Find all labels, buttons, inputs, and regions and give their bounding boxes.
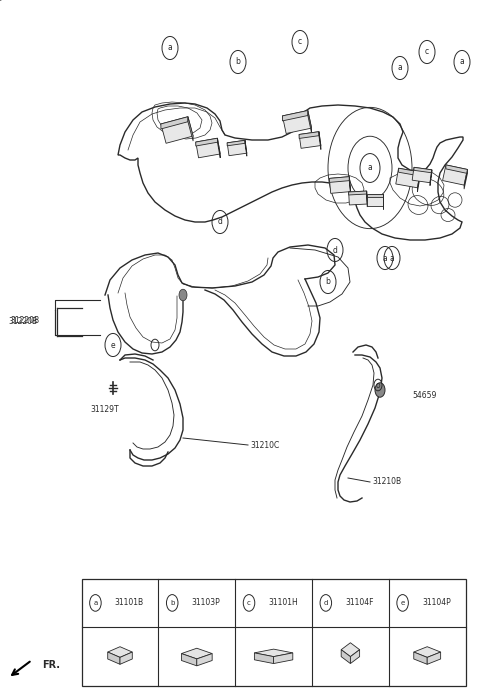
Polygon shape [120,652,132,665]
Polygon shape [196,138,220,158]
Text: c: c [298,37,302,46]
Text: b: b [170,600,174,606]
Text: 31104P: 31104P [422,599,451,607]
Text: 31103P: 31103P [192,599,220,607]
Polygon shape [446,165,468,173]
Polygon shape [367,194,383,197]
Polygon shape [414,652,427,665]
Polygon shape [341,650,350,664]
Polygon shape [245,140,247,156]
Text: e: e [400,600,405,606]
Text: b: b [325,277,330,286]
Text: a: a [368,164,372,173]
Polygon shape [350,650,360,664]
Polygon shape [414,647,441,658]
Text: FR.: FR. [42,660,60,669]
Text: 54659: 54659 [412,390,436,399]
Polygon shape [254,653,274,664]
Text: a: a [460,58,464,67]
Text: d: d [333,245,337,254]
Polygon shape [227,140,245,146]
Text: c: c [425,48,429,57]
Bar [82,579,466,686]
Text: 31210C: 31210C [250,441,279,450]
Polygon shape [349,177,350,195]
Polygon shape [348,191,367,205]
Polygon shape [430,170,432,186]
Text: 31104F: 31104F [346,599,374,607]
Polygon shape [464,170,468,189]
Polygon shape [108,652,120,665]
Text: 31101H: 31101H [268,599,298,607]
Text: 31129T: 31129T [90,405,119,414]
Text: 31220B: 31220B [8,317,37,326]
Polygon shape [308,110,312,133]
Polygon shape [319,132,321,150]
Polygon shape [108,647,132,658]
Polygon shape [282,110,312,134]
Text: a: a [390,254,395,263]
Text: 31101B: 31101B [115,599,144,607]
Polygon shape [181,653,197,666]
Polygon shape [161,116,193,143]
Polygon shape [299,132,319,139]
Text: a: a [397,64,402,73]
Polygon shape [227,140,247,156]
Circle shape [179,289,187,301]
Polygon shape [188,116,193,141]
Polygon shape [161,116,188,129]
Polygon shape [367,194,383,206]
Polygon shape [396,168,420,188]
Text: d: d [217,218,222,227]
Circle shape [375,383,385,397]
Text: a: a [93,600,97,606]
Polygon shape [414,167,432,173]
Polygon shape [348,191,367,195]
Polygon shape [217,138,220,158]
Text: a: a [383,254,387,263]
Text: 31220B: 31220B [10,315,39,324]
Polygon shape [412,167,432,183]
Polygon shape [282,110,308,121]
Polygon shape [418,172,420,192]
Polygon shape [197,653,212,666]
Text: c: c [247,600,251,606]
Text: 31210B: 31210B [372,477,401,486]
Polygon shape [254,649,293,657]
Text: b: b [236,58,240,67]
Text: a: a [168,44,172,53]
Text: o: o [376,380,380,389]
Polygon shape [196,138,217,146]
Polygon shape [443,165,468,185]
Polygon shape [181,648,212,659]
Polygon shape [274,653,293,664]
Polygon shape [427,652,441,665]
Text: e: e [111,340,115,349]
Polygon shape [341,643,360,657]
Polygon shape [329,177,350,193]
Polygon shape [299,132,321,148]
Polygon shape [398,168,420,176]
Polygon shape [329,177,349,182]
Text: d: d [324,600,328,606]
